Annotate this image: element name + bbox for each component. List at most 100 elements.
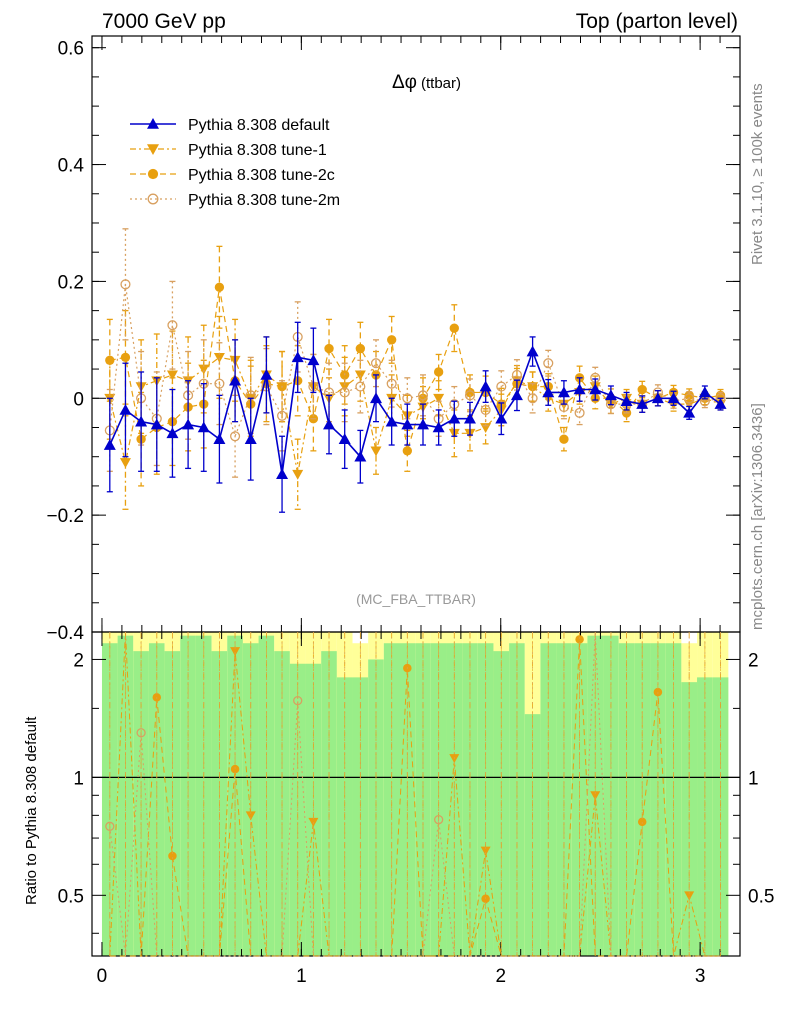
marker-circle-open <box>511 369 522 380</box>
ratio-tick-label: 1 <box>73 768 84 789</box>
marker-triangle-down <box>166 370 178 381</box>
y-tick-label: 0.2 <box>58 272 84 293</box>
legend-label: Pythia 8.308 tune-1 <box>188 142 327 159</box>
marker-triangle-up <box>510 389 523 401</box>
axes: 0.6 0.4 0.2 0 −0.2 −0.4 0 1 2 3 0.5 0.5 1 1 2 2 <box>46 36 774 987</box>
marker-circle-open <box>214 378 225 389</box>
mcplots-label: mcplots.cern.ch [arXiv:1306.3436] <box>749 403 766 630</box>
marker-triangle-down <box>292 469 304 480</box>
marker-circle <box>637 817 647 827</box>
marker-circle-open <box>574 407 585 418</box>
marker-triangle-up <box>432 421 445 433</box>
marker-triangle-up <box>103 439 116 450</box>
analysis-label: (MC_FBA_TTBAR) <box>356 591 476 607</box>
marker-triangle-up <box>150 418 163 430</box>
marker-triangle-up <box>307 354 320 366</box>
y-tick-label: 0.6 <box>58 39 84 60</box>
marker-circle <box>105 355 115 365</box>
x-tick-label: 3 <box>695 966 706 987</box>
marker-triangle-down <box>370 446 382 457</box>
marker-circle <box>402 446 413 456</box>
band-inner <box>540 643 557 956</box>
marker-triangle-up <box>166 427 179 439</box>
band-inner <box>101 643 118 956</box>
marker-triangle-down <box>119 458 131 469</box>
band-inner <box>415 643 431 956</box>
marker-triangle-up <box>557 386 570 398</box>
marker-circle-open <box>277 410 288 421</box>
series-0 <box>103 321 727 513</box>
ratio-tick-label-right: 1 <box>748 768 759 789</box>
marker-circle <box>637 384 647 395</box>
band-inner <box>383 643 400 956</box>
ratio-series-3 <box>105 631 721 957</box>
ratio-tick-label: 2 <box>73 650 84 671</box>
marker-triangle-up <box>542 386 555 398</box>
marker-circle <box>449 323 459 333</box>
marker-triangle-up <box>714 398 727 409</box>
marker-circle <box>324 343 334 354</box>
marker-triangle-up <box>526 345 539 357</box>
marker-circle-open <box>386 378 397 389</box>
y-tick-label: −0.2 <box>46 506 84 527</box>
marker-triangle-up <box>182 418 195 430</box>
legend: Pythia 8.308 default Pythia 8.308 tune-1 P… <box>130 117 340 209</box>
x-tick-label: 1 <box>296 966 307 987</box>
marker-triangle-up <box>479 380 492 392</box>
marker-circle <box>418 393 428 403</box>
marker-circle-open <box>417 390 429 401</box>
band-inner <box>509 643 525 956</box>
y-tick-label: 0 <box>73 389 84 410</box>
marker-triangle-up <box>651 392 664 404</box>
marker-triangle-up <box>370 392 383 404</box>
ratio-tick-label: 0.5 <box>58 886 84 907</box>
marker-triangle-up <box>416 418 429 430</box>
marker-circle-open <box>464 390 476 401</box>
marker-triangle-up <box>385 415 398 427</box>
marker-triangle-up <box>589 383 602 395</box>
chart-title: Δφ <box>392 72 417 93</box>
marker-circle <box>684 390 694 401</box>
ratio-series-group <box>105 631 721 957</box>
ratio-tick-label-right: 0.5 <box>748 886 774 907</box>
band-inner <box>148 643 165 956</box>
marker-circle <box>120 352 131 363</box>
marker-circle-open <box>230 431 241 442</box>
marker-triangle-down <box>433 393 445 404</box>
marker-circle <box>355 343 366 354</box>
series-line <box>109 284 721 439</box>
marker-circle-open <box>527 393 538 404</box>
marker-circle-open <box>684 393 695 404</box>
marker-triangle-up <box>495 412 508 424</box>
marker-triangle-up <box>636 398 649 409</box>
x-tick-label: 0 <box>97 966 108 987</box>
marker-circle <box>559 434 569 444</box>
band-inner <box>665 643 682 956</box>
marker-triangle-up <box>667 392 680 404</box>
marker-triangle-down <box>198 364 210 375</box>
header-right: Top (parton level) <box>576 10 738 33</box>
marker-circle <box>147 168 159 180</box>
marker-circle <box>465 387 475 398</box>
marker-circle-open <box>339 387 350 398</box>
legend-label: Pythia 8.308 tune-2m <box>188 192 340 209</box>
marker-circle <box>214 282 225 292</box>
marker-circle-open <box>293 695 303 706</box>
band-inner <box>430 643 447 956</box>
marker-circle <box>575 635 584 644</box>
marker-circle-open <box>543 358 554 369</box>
marker-circle-open <box>147 193 159 205</box>
marker-circle-open <box>120 279 131 290</box>
series-group <box>103 228 727 513</box>
ratio-ylabel: Ratio to Pythia 8.308 default <box>23 716 40 905</box>
chart-title-suffix: (ttbar) <box>421 75 461 92</box>
rivet-label: Rivet 3.1.10, ≥ 100k events <box>749 83 766 265</box>
marker-triangle-up <box>683 406 696 418</box>
marker-triangle-up <box>463 412 476 424</box>
marker-triangle-down <box>147 144 159 155</box>
ratio-line <box>109 631 721 957</box>
band-inner <box>242 643 259 956</box>
marker-triangle-up <box>119 403 132 415</box>
band-inner <box>462 643 478 956</box>
